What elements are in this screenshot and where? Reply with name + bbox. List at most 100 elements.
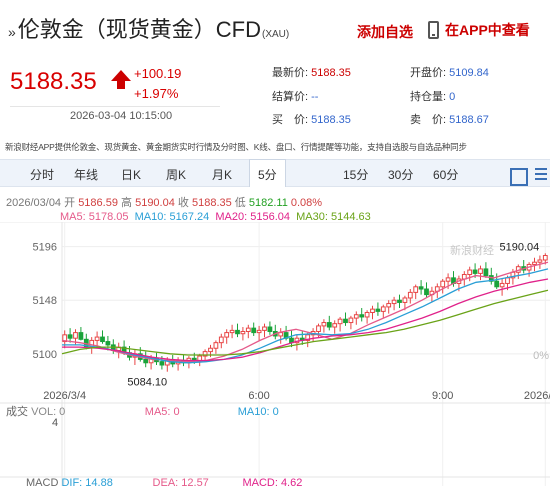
y-tick-label: 5148: [33, 295, 57, 307]
menu-icon[interactable]: [535, 168, 547, 180]
tab-15min[interactable]: 15分: [343, 168, 369, 182]
candle-body: [278, 332, 284, 337]
price-block: 5188.35 +100.19 +1.97% 2026-03-04 10:15:…: [0, 58, 225, 128]
candle-body: [159, 361, 165, 366]
add-watchlist-button[interactable]: 添加自选: [357, 24, 413, 40]
open-in-app-label: 在APP中查看: [445, 22, 530, 38]
x-tick-label: 6:00: [248, 390, 269, 402]
candle-body: [67, 334, 73, 339]
stat-latest: 最新价: 5188.35: [272, 67, 351, 79]
candle-body: [532, 261, 537, 265]
tab-5min[interactable]: 5分: [249, 159, 286, 187]
candle-body: [321, 322, 327, 327]
candle-body: [337, 318, 343, 325]
macd-info: MACD DIF: 14.88 DEA: 12.57 MACD: 4.62: [26, 477, 303, 486]
y-tick-label: 5100: [33, 349, 57, 361]
high-marker: 5190.04: [500, 241, 540, 253]
fullscreen-icon[interactable]: [510, 168, 528, 186]
period-tabs: 分时 年线 日K 周K 月K 5分 15分 30分 60分: [0, 159, 550, 187]
tab-day[interactable]: 日K: [121, 168, 142, 182]
candle-body: [499, 282, 505, 288]
candle-body: [251, 327, 257, 334]
low-marker: 5084.10: [127, 377, 167, 389]
candle-body: [494, 280, 500, 288]
candle-body: [402, 297, 408, 303]
stat-hold: 持仓量: 0: [410, 91, 456, 103]
candle-body: [370, 308, 375, 313]
candle-body: [359, 314, 365, 318]
ma20-line: [62, 278, 549, 362]
candle-body: [208, 347, 213, 353]
candle-body: [478, 268, 483, 274]
double-chevron-icon[interactable]: »: [8, 24, 16, 40]
price-change-pct: +1.97%: [134, 86, 179, 101]
stat-sell: 卖 价: 5188.67: [410, 114, 489, 126]
ma10-line: [62, 268, 549, 364]
candle-body: [94, 336, 100, 341]
price-change: +100.19: [134, 66, 182, 81]
candle-body: [418, 286, 424, 290]
candlestick-chart[interactable]: 5196 5148 5100 2026/3/4 6:00 9:00 2026/3/4 0% 新浪…: [0, 222, 550, 486]
divider: [10, 106, 220, 107]
right-axis-label: 0%: [533, 350, 549, 362]
candle-body: [397, 299, 402, 303]
ohlc-info: 2026/03/04 开 5186.59 高 5190.04 收 5188.35…: [6, 197, 323, 209]
tab-month[interactable]: 月K: [212, 168, 233, 182]
candle-body: [505, 277, 510, 284]
candle-body: [440, 280, 446, 288]
candle-body: [218, 336, 224, 344]
stat-buy: 买 价: 5188.35: [272, 114, 351, 126]
candle-body: [375, 308, 381, 312]
ma-info: MA5: 5178.05 MA10: 5167.24 MA20: 5156.04…: [60, 211, 371, 223]
volume-info: 成交 VOL: 0 MA5: 0 MA10: 0: [6, 406, 279, 418]
candle-body: [89, 339, 95, 348]
candle-body: [262, 326, 267, 331]
candle-body: [229, 329, 235, 334]
volume-axis-value: 4: [52, 417, 59, 429]
candle-body: [353, 314, 359, 319]
candle-body: [235, 329, 240, 335]
candle-body: [326, 322, 332, 328]
quote-time: 2026-03-04 10:15:00: [70, 110, 173, 122]
candle-body: [143, 358, 149, 364]
candle-body: [424, 288, 429, 296]
candle-body: [343, 318, 348, 324]
tab-30min[interactable]: 30分: [388, 168, 414, 182]
ma5-line: [61, 261, 549, 363]
candle-body: [224, 332, 230, 338]
x-tick-label: 2026/3/4: [524, 390, 550, 402]
candle-body: [62, 334, 68, 343]
candle-body: [445, 277, 451, 282]
x-tick-label: 9:00: [432, 390, 453, 402]
stat-settle: 结算价: --: [272, 91, 319, 103]
open-in-app-button[interactable]: 在APP中查看: [428, 20, 530, 40]
tab-year[interactable]: 年线: [74, 168, 99, 182]
candle-body: [348, 317, 354, 324]
candle-body: [542, 255, 548, 261]
candle-body: [78, 332, 84, 340]
candle-body: [332, 323, 338, 328]
candle-body: [364, 311, 370, 318]
candle-body: [391, 299, 397, 305]
candle-body: [380, 306, 386, 312]
candle-body: [256, 329, 262, 334]
candle-body: [213, 342, 219, 349]
tab-week[interactable]: 周K: [166, 168, 187, 182]
quote-header: » 伦敦金（现货黄金）CFD (XAU) 添加自选 在APP中查看: [0, 0, 550, 60]
candle-body: [316, 325, 321, 332]
arrow-up-icon: [111, 70, 131, 89]
candle-body: [472, 269, 478, 274]
description-text: 新浪财经APP提供伦敦金、现货黄金、黄金期货实时行情及分时图、K线、盘口、行情提…: [5, 142, 467, 152]
tab-intraday[interactable]: 分时: [30, 168, 55, 182]
stat-open: 开盘价: 5109.84: [410, 67, 489, 79]
page-title-code: (XAU): [262, 29, 290, 40]
title-row: » 伦敦金（现货黄金）CFD (XAU): [8, 12, 289, 44]
page-title: 伦敦金（现货黄金）CFD: [17, 17, 262, 42]
watermark: 新浪财经: [450, 243, 494, 257]
phone-icon: [428, 21, 439, 39]
tab-60min[interactable]: 60分: [433, 168, 459, 182]
candle-body: [73, 332, 78, 339]
candle-body: [467, 269, 473, 276]
y-tick-label: 5196: [33, 242, 57, 254]
candle-body: [245, 327, 251, 332]
